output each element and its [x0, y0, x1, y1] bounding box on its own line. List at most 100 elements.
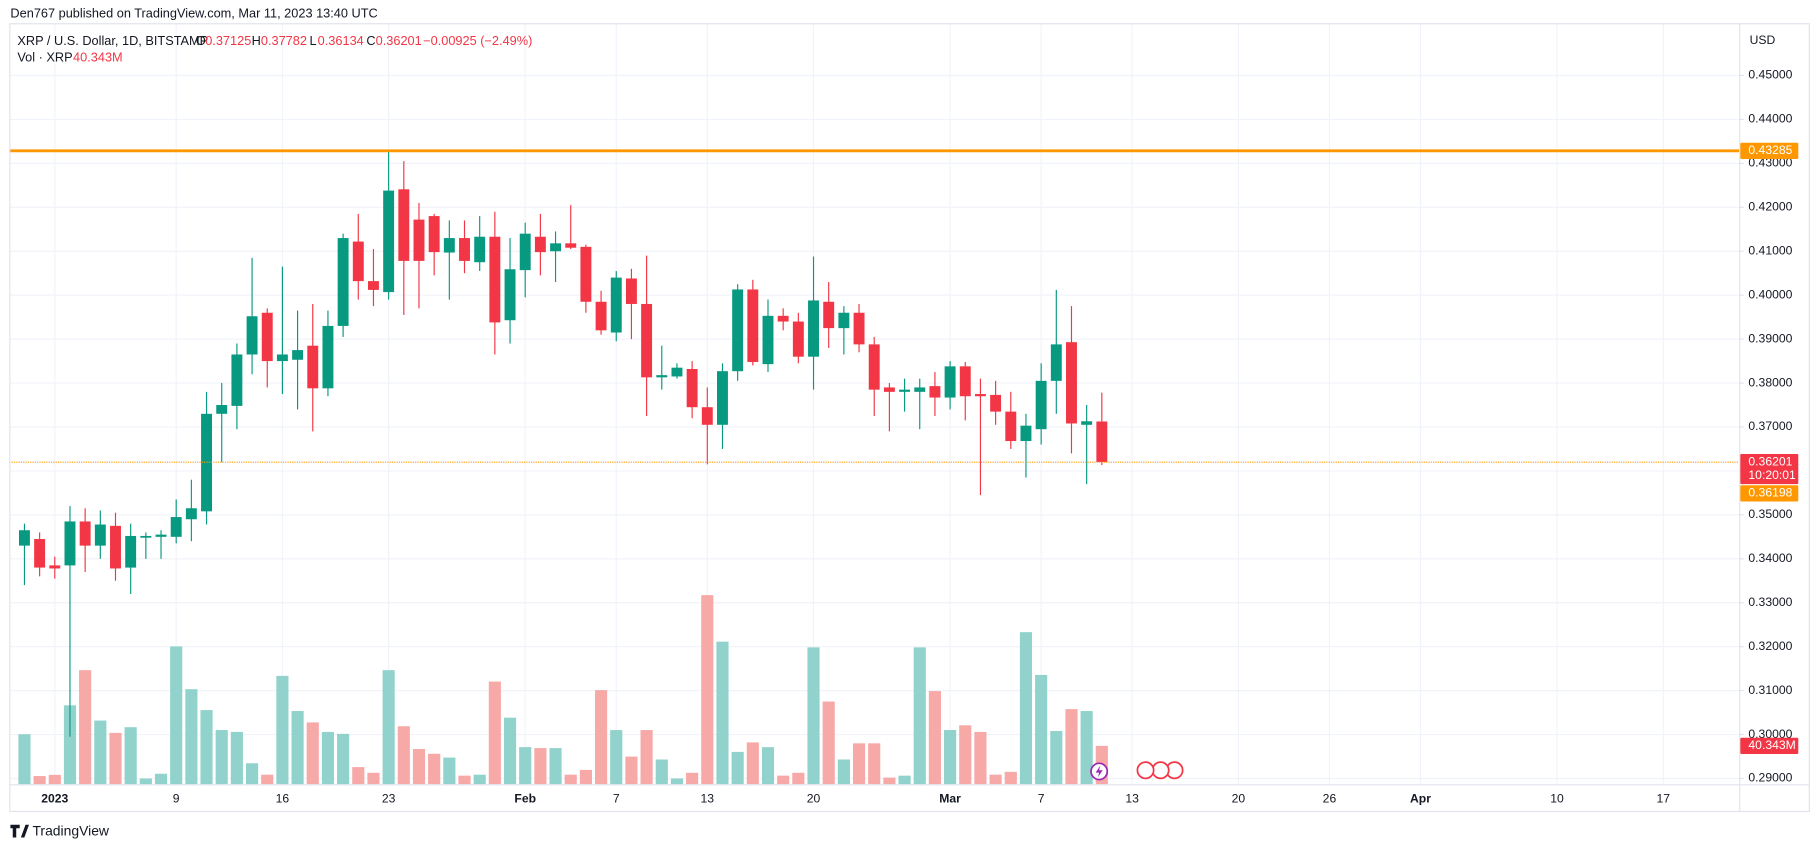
volume-bar — [534, 748, 547, 785]
y-tick-label: 0.29000 — [1748, 771, 1792, 785]
volume-bar — [443, 757, 456, 785]
candle-body — [276, 354, 288, 362]
volume-bar — [352, 767, 365, 785]
volume-bar — [610, 730, 623, 785]
volume-bar — [868, 743, 881, 785]
x-tick-label: 13 — [701, 791, 715, 805]
x-tick-label: 20 — [807, 791, 821, 805]
volume-bar — [686, 772, 699, 785]
candle-body — [413, 219, 425, 261]
candle-body — [307, 345, 319, 389]
candle-body — [185, 508, 197, 520]
y-tick-label: 0.43000 — [1748, 156, 1792, 170]
candle-body — [155, 534, 167, 537]
candle-body — [489, 236, 501, 323]
high-value: 0.37782 — [261, 33, 307, 48]
volume-bar — [412, 749, 426, 785]
volume-bar — [549, 748, 562, 785]
candle-body — [443, 238, 455, 253]
volume-bar — [792, 772, 805, 785]
line-value-box — [1740, 485, 1799, 502]
change-value: −0.00925 (−2.49%) — [423, 33, 532, 48]
volume-bar — [276, 675, 289, 785]
volume-bar — [913, 647, 926, 785]
y-tick-label: 0.32000 — [1748, 639, 1792, 653]
volume-value-label: 40.343M — [1748, 738, 1795, 752]
x-tick-label: 7 — [613, 791, 620, 805]
candle-body — [974, 394, 986, 397]
volume-bar — [564, 774, 577, 785]
last-price-label: 0.36201 — [1748, 454, 1792, 468]
volume-bar — [170, 646, 183, 785]
candle-body — [1020, 425, 1032, 442]
volume-bar — [670, 778, 684, 785]
open-value: 0.37125 — [205, 33, 251, 48]
currency-label: USD — [1750, 33, 1776, 47]
candle-body — [352, 241, 364, 282]
event-icon — [1136, 761, 1155, 780]
volume-bar — [625, 756, 638, 785]
volume-bar — [139, 778, 152, 785]
volume-bar — [852, 743, 866, 785]
volume-bar — [701, 595, 714, 785]
y-tick-label: 0.31000 — [1748, 683, 1792, 697]
candle-body — [717, 371, 728, 425]
volume-bar — [367, 772, 380, 785]
volume-bar — [777, 775, 790, 785]
volume-bar — [185, 689, 198, 785]
candle-body — [110, 525, 121, 569]
candle-body — [792, 321, 804, 357]
ohlc-label: L — [310, 33, 317, 48]
volume-bar — [716, 641, 729, 785]
candle-body — [140, 535, 152, 538]
volume-bar — [18, 734, 31, 785]
volume-bar — [109, 732, 122, 785]
candle-body — [944, 366, 956, 398]
candle-body — [459, 238, 470, 261]
candle-body — [246, 316, 258, 355]
last-price-box — [1740, 453, 1799, 485]
y-tick-label: 0.45000 — [1748, 68, 1792, 82]
candle-body — [170, 517, 182, 537]
candle-body — [367, 281, 379, 290]
volume-bar — [154, 773, 168, 785]
y-tick-label: 0.41000 — [1748, 243, 1792, 257]
symbol-title: XRP / U.S. Dollar, 1D, BITSTAMP — [17, 33, 208, 48]
x-tick-label: 9 — [173, 791, 180, 805]
volume-bar — [944, 730, 957, 785]
y-tick-label: 0.40000 — [1748, 287, 1792, 301]
candle-body — [701, 407, 713, 425]
ohlc-label: C — [366, 33, 375, 48]
x-tick-label: 20 — [1232, 791, 1246, 805]
x-tick-label: 16 — [276, 791, 290, 805]
candle-body — [686, 368, 698, 408]
candle-body — [94, 524, 106, 546]
overlay — [9, 149, 1740, 463]
candle-body — [762, 315, 774, 365]
candle-body — [823, 301, 835, 329]
volume-bar — [337, 733, 350, 785]
volume-bar — [959, 725, 972, 785]
candle-body — [34, 539, 46, 568]
candles — [18, 150, 1108, 737]
x-tick-label: 10 — [1550, 791, 1564, 805]
volume-bar — [230, 731, 243, 785]
candle-body — [1050, 344, 1062, 381]
candle-body — [1066, 342, 1077, 424]
volume-bar — [1065, 709, 1078, 785]
candle-body — [914, 387, 926, 392]
y-tick-label: 0.34000 — [1748, 551, 1792, 565]
x-tick-label: Feb — [514, 791, 536, 805]
volume-bar — [898, 775, 911, 785]
line-value-box — [1740, 142, 1799, 159]
volume-bar — [200, 710, 213, 785]
publish-note: Den767 published on TradingView.com, Mar… — [10, 5, 377, 20]
candle-body — [474, 236, 486, 263]
volume-bar — [33, 776, 46, 785]
x-tick-label: 26 — [1323, 791, 1337, 805]
candle-body — [929, 386, 941, 398]
y-tick-label: 0.37000 — [1748, 419, 1792, 433]
candle-body — [565, 243, 577, 248]
volume-pane — [18, 595, 1108, 785]
candle-body — [671, 367, 683, 377]
